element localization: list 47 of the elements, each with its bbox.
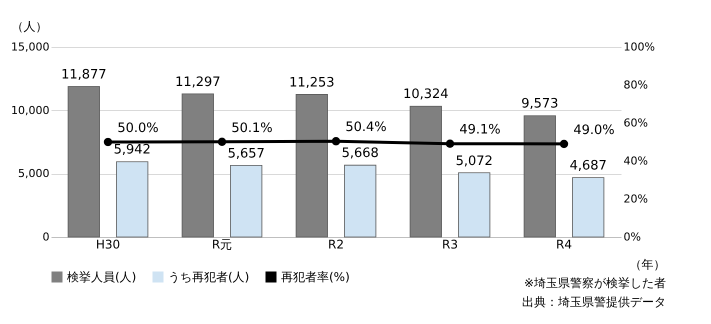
y2-tick-label: 80% xyxy=(624,78,648,92)
y2-tick-label: 20% xyxy=(624,192,648,206)
text: ※埼玉県警察が検挙した者 xyxy=(524,276,666,290)
source-note: 出典：埼玉県警提供データ xyxy=(522,295,666,309)
y2-tick-label: 0% xyxy=(624,230,641,244)
bar xyxy=(68,86,100,238)
y2-tick-label: 40% xyxy=(624,154,648,168)
bar xyxy=(572,177,604,238)
bar xyxy=(182,94,214,238)
bar xyxy=(344,164,376,238)
data-label: 10,324 xyxy=(403,87,449,102)
legend-label: 検挙人員(人) xyxy=(67,270,136,284)
data-label: 5,072 xyxy=(456,154,493,169)
bar xyxy=(524,115,556,238)
y-tick-label: 10,000 xyxy=(11,104,50,117)
data-label: 5,942 xyxy=(114,142,151,158)
legend-label: うち再犯者(人) xyxy=(168,270,250,284)
x-axis-title: （年） xyxy=(630,258,666,272)
data-label: 11,877 xyxy=(61,68,107,83)
data-label: 5,657 xyxy=(228,146,265,162)
y-tick-label: 5,000 xyxy=(18,167,50,180)
y2-tick-label: 60% xyxy=(624,116,648,130)
data-label: 49.0% xyxy=(573,122,615,138)
data-label: 49.1% xyxy=(459,122,501,138)
data-label: 9,573 xyxy=(521,96,558,112)
y-tick-label: 0 xyxy=(42,230,50,244)
y-axis-title: （人） xyxy=(12,20,48,34)
legend-label: 再犯者率(%) xyxy=(281,270,350,284)
bar xyxy=(116,161,148,238)
data-label: 50.0% xyxy=(117,121,159,136)
bar xyxy=(296,94,328,238)
y-tick-label: 15,000 xyxy=(11,40,50,54)
data-label: 11,253 xyxy=(289,75,335,90)
x-tick-label: R4 xyxy=(556,238,572,252)
x-tick-label: R3 xyxy=(442,238,458,252)
data-label: 11,297 xyxy=(175,74,221,90)
data-label: 50.1% xyxy=(231,120,273,136)
x-tick-label: R元 xyxy=(212,238,232,252)
bar xyxy=(410,106,442,238)
bar xyxy=(458,172,490,238)
y2-tick-label: 100% xyxy=(624,40,655,54)
data-label: 5,668 xyxy=(342,146,379,162)
data-label: 50.4% xyxy=(345,120,387,136)
bar xyxy=(230,164,262,238)
x-tick-label: H30 xyxy=(96,238,120,252)
x-tick-label: R2 xyxy=(328,238,344,252)
data-label: 4,687 xyxy=(570,158,607,174)
